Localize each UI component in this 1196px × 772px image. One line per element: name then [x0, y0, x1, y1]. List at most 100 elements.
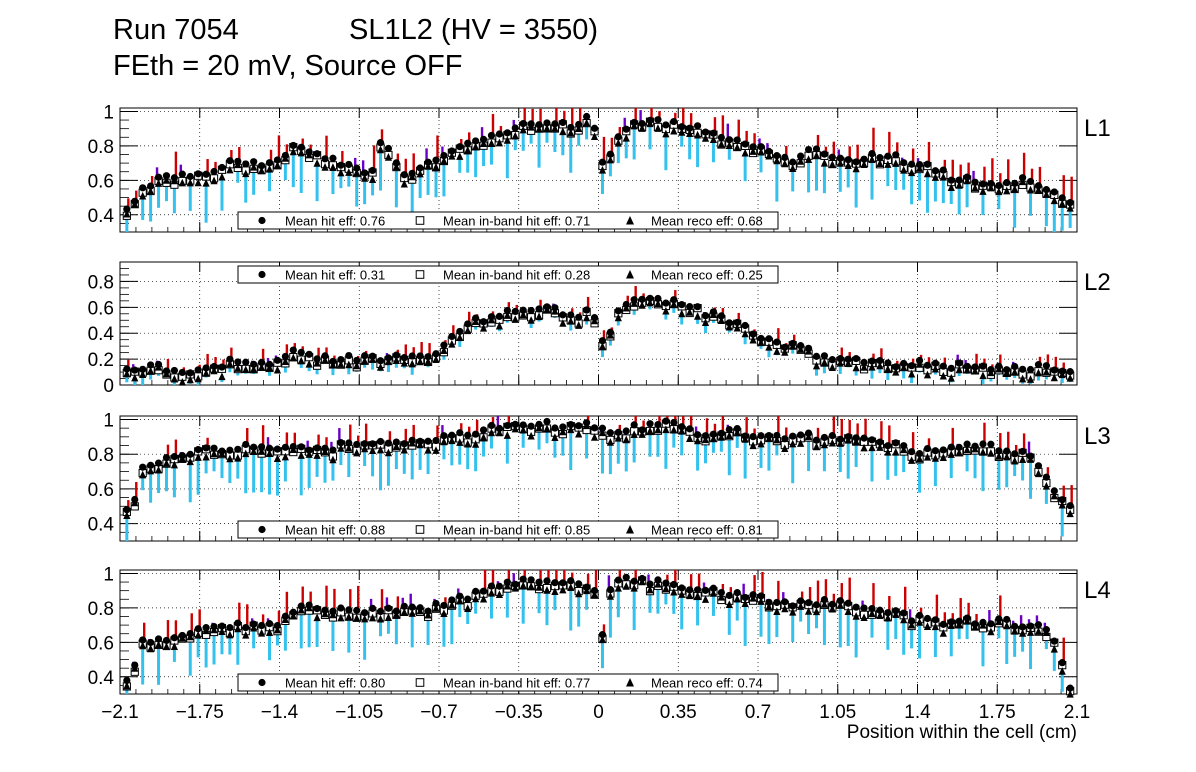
hit-marker — [575, 313, 583, 321]
hit-marker — [376, 357, 385, 365]
reco-marker — [701, 435, 710, 444]
hit-marker — [456, 592, 464, 600]
hit-marker — [321, 352, 329, 360]
hit-marker — [876, 606, 884, 614]
reco-marker — [709, 588, 718, 597]
hit-marker — [123, 676, 131, 685]
reco-marker — [979, 447, 987, 456]
reco-marker — [162, 176, 171, 184]
reco-marker — [781, 604, 789, 613]
reco-marker — [440, 609, 448, 618]
hit-marker — [297, 348, 305, 356]
legend-inband-marker — [415, 216, 425, 225]
reco-marker — [242, 365, 250, 374]
reco-marker — [1042, 481, 1050, 490]
hit-marker — [606, 150, 614, 158]
hit-marker — [693, 431, 702, 439]
hit-marker — [583, 112, 591, 121]
hit-marker — [139, 636, 147, 644]
hit-marker — [1011, 362, 1019, 371]
reco-marker — [162, 642, 171, 651]
reco-marker — [147, 187, 155, 195]
reco-marker — [1034, 627, 1043, 635]
reco-marker — [337, 613, 345, 622]
reco-marker — [963, 176, 971, 185]
reco-marker — [860, 443, 868, 452]
hit-marker — [535, 305, 543, 313]
reco-marker — [939, 453, 947, 461]
hit-marker — [781, 598, 789, 606]
reco-marker — [868, 155, 876, 164]
reco-marker — [797, 439, 805, 447]
reco-marker — [186, 375, 194, 384]
reco-marker — [297, 605, 305, 614]
reco-marker — [487, 139, 496, 147]
reco-marker — [535, 312, 543, 321]
reco-marker — [305, 450, 313, 458]
reco-marker — [400, 358, 408, 367]
hit-marker — [1034, 361, 1043, 369]
reco-marker — [614, 433, 622, 442]
hit-marker — [923, 160, 932, 168]
hit-marker — [1058, 659, 1066, 667]
reco-marker — [131, 498, 139, 507]
reco-marker — [487, 588, 496, 597]
hit-marker — [535, 578, 543, 586]
hit-marker — [908, 160, 916, 168]
reco-marker — [884, 613, 892, 622]
hit-marker — [448, 332, 456, 341]
reco-marker — [773, 156, 781, 165]
hit-marker — [329, 154, 337, 162]
reco-marker — [947, 621, 955, 629]
hit-marker — [987, 620, 995, 628]
reco-marker — [1011, 456, 1019, 465]
reco-marker — [376, 362, 385, 371]
reco-marker — [654, 425, 662, 434]
hit-marker — [281, 352, 289, 361]
reco-marker — [844, 435, 852, 444]
reco-marker — [852, 363, 860, 372]
hit-marker — [400, 354, 408, 362]
hit-marker — [876, 154, 884, 162]
legend-entry: Mean reco eff: 0.74 — [651, 676, 763, 691]
hit-marker — [408, 352, 416, 360]
reco-marker — [218, 627, 226, 635]
hit-marker — [1042, 473, 1050, 481]
reco-marker — [178, 377, 186, 386]
hit-marker — [646, 420, 654, 428]
reco-marker — [250, 162, 258, 171]
hit-marker — [527, 306, 535, 315]
reco-marker — [1066, 509, 1074, 518]
reco-marker — [234, 160, 242, 169]
reco-marker — [749, 593, 757, 602]
reco-marker — [1050, 644, 1058, 653]
reco-marker — [836, 159, 844, 167]
reco-marker — [368, 446, 377, 455]
hit-marker — [797, 431, 805, 439]
legend-entry: Mean reco eff: 0.25 — [651, 268, 763, 283]
hit-marker — [242, 623, 250, 632]
reco-marker — [575, 429, 583, 438]
reco-marker — [931, 364, 940, 373]
reco-marker — [662, 584, 670, 593]
hit-marker — [812, 145, 821, 153]
hit-marker — [749, 433, 757, 441]
hit-marker — [812, 601, 821, 609]
reco-marker — [678, 309, 686, 318]
y-tick-label: 0.2 — [88, 350, 114, 371]
reco-marker — [495, 138, 504, 147]
reco-marker — [1019, 177, 1027, 186]
reco-marker — [131, 664, 139, 672]
hit-marker — [820, 150, 829, 158]
reco-marker — [337, 443, 345, 452]
reco-marker — [297, 451, 305, 459]
hit-marker — [900, 359, 908, 368]
reco-marker — [170, 176, 178, 185]
reco-marker — [384, 153, 393, 161]
reco-marker — [590, 316, 599, 325]
hit-marker — [250, 158, 258, 166]
reco-marker — [392, 610, 400, 619]
x-tick-label: −1.75 — [176, 702, 224, 723]
legend: Mean hit eff: 0.88 Mean in-band hit eff: … — [237, 520, 779, 539]
legend: Mean hit eff: 0.31 Mean in-band hit eff: … — [237, 265, 779, 284]
